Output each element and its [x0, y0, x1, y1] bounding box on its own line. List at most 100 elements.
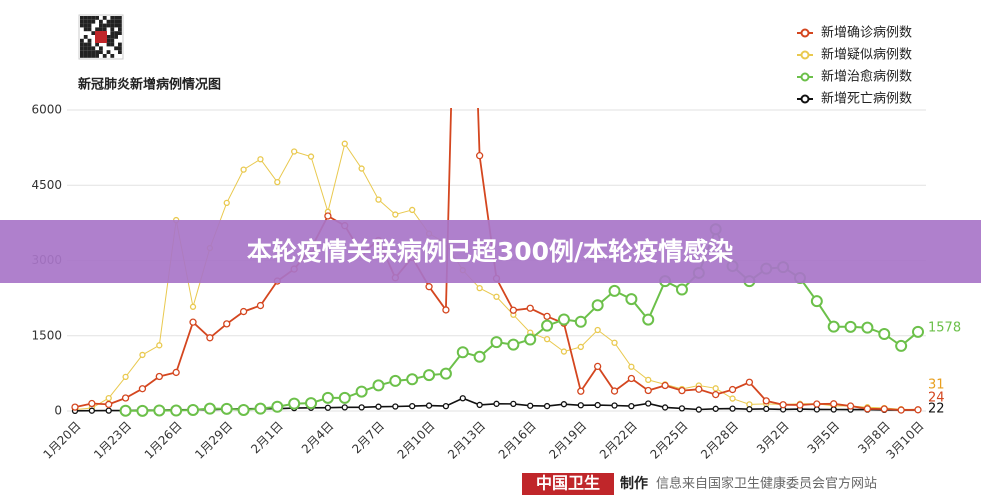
qr-cell [114, 31, 118, 35]
footer-source: 信息来自国家卫生健康委员会官方网站 [656, 476, 877, 492]
qr-cell [110, 23, 115, 28]
data-point [813, 400, 821, 408]
qr-cell [87, 19, 92, 24]
banner-text: 本轮疫情关联病例已超300例/本轮疫情感染 [247, 237, 733, 266]
data-point [257, 156, 264, 163]
data-point [358, 404, 365, 411]
qr-cell [80, 38, 84, 43]
data-point [863, 405, 872, 413]
legend-marker [800, 28, 810, 38]
data-point [358, 165, 365, 172]
data-point [628, 402, 635, 410]
end-value-label: 24 [928, 391, 945, 406]
data-point [254, 402, 267, 415]
x-tick-label: 1月23日 [91, 419, 134, 462]
data-point [88, 407, 96, 414]
data-point [844, 320, 857, 333]
qr-cell [106, 38, 111, 43]
qr-cell [106, 19, 111, 24]
data-point [459, 395, 466, 402]
x-tick-label: 2月22日 [597, 419, 640, 462]
qr-cell [106, 50, 111, 54]
data-point [746, 406, 753, 413]
end-value-label: 31 [928, 378, 945, 393]
data-point [476, 401, 483, 409]
data-point [560, 401, 568, 408]
qr-center [95, 31, 107, 43]
qr-code [78, 14, 124, 60]
qr-cell [102, 23, 107, 28]
qr-cell [95, 50, 99, 54]
data-point [796, 401, 804, 409]
qr-cell [114, 19, 118, 24]
data-point [389, 374, 402, 387]
qr-cell [87, 46, 92, 51]
data-point [729, 405, 736, 412]
end-value-label: 1578 [928, 320, 961, 335]
qr-cell [118, 27, 122, 32]
data-point [338, 391, 351, 404]
data-point [644, 386, 652, 395]
qr-cell [106, 23, 111, 28]
data-point [810, 295, 823, 308]
data-point [156, 342, 163, 349]
x-tick-label: 1月29日 [192, 419, 235, 462]
legend-label: 新增治愈病例数 [821, 69, 912, 85]
data-point [291, 148, 298, 155]
qr-cell [91, 19, 96, 24]
data-point [425, 283, 433, 291]
legend-marker [800, 94, 810, 104]
x-tick-label: 2月1日 [248, 419, 286, 457]
qr-cell [80, 19, 84, 24]
qr-cell [110, 31, 115, 35]
data-point [762, 397, 770, 405]
qr-cell [91, 31, 96, 35]
data-point [121, 394, 130, 402]
data-point [473, 350, 486, 363]
data-point [610, 387, 619, 395]
y-tick-label: 6000 [31, 103, 62, 117]
data-point [827, 320, 840, 333]
data-point [105, 407, 112, 414]
qr-cell [118, 42, 122, 47]
data-point [678, 405, 686, 412]
data-point [372, 379, 385, 392]
data-point [321, 391, 334, 404]
data-point [628, 363, 635, 370]
qr-cell [99, 23, 103, 28]
chart-title: 新冠肺炎新增病例情况图 [78, 77, 221, 93]
qr-cell [114, 16, 118, 20]
qr-cell [83, 27, 88, 32]
data-point [611, 339, 618, 346]
data-point [442, 402, 450, 410]
qr-cell [110, 27, 115, 32]
qr-cell [110, 38, 115, 43]
qr-cell [83, 54, 88, 58]
data-point [288, 397, 301, 410]
data-point [830, 400, 838, 408]
data-point [594, 362, 602, 371]
data-point [577, 387, 585, 395]
data-point [645, 400, 652, 407]
data-point [661, 404, 669, 411]
x-tick-label: 1月20日 [41, 419, 84, 462]
data-point [392, 211, 399, 218]
data-point [307, 153, 315, 160]
qr-cell [87, 23, 92, 28]
data-point [256, 301, 265, 310]
x-tick-label: 2月19日 [546, 419, 589, 462]
data-point [456, 346, 469, 359]
data-point [409, 206, 416, 214]
data-point [206, 334, 214, 342]
qr-cell [80, 42, 84, 47]
series-line [74, 108, 919, 411]
data-point [189, 303, 197, 310]
data-point [324, 212, 332, 220]
x-tick-label: 1月26日 [142, 419, 185, 462]
data-point [507, 338, 520, 351]
data-point [830, 406, 837, 413]
qr-cell [80, 23, 84, 28]
qr-cell [87, 38, 92, 43]
data-point [543, 312, 551, 321]
qr-cell [114, 23, 118, 28]
